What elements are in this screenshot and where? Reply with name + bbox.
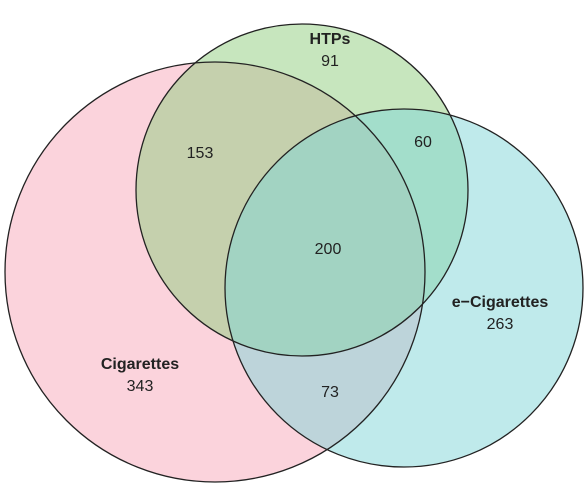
set-circle [225,109,583,467]
set-name: HTPs [310,31,351,48]
intersection-value: 200 [315,241,342,258]
set-value: 91 [321,53,339,70]
set-name: Cigarettes [101,356,179,373]
set-outline [135,23,469,357]
intersection-value: 60 [414,134,432,151]
set-outline [4,61,426,483]
intersection-value: 73 [321,384,339,401]
intersection-value: 153 [187,145,214,162]
set-name: e−Cigarettes [452,294,549,311]
set-value: 263 [487,316,514,333]
set-outline [224,108,584,468]
set-value: 343 [127,378,154,395]
